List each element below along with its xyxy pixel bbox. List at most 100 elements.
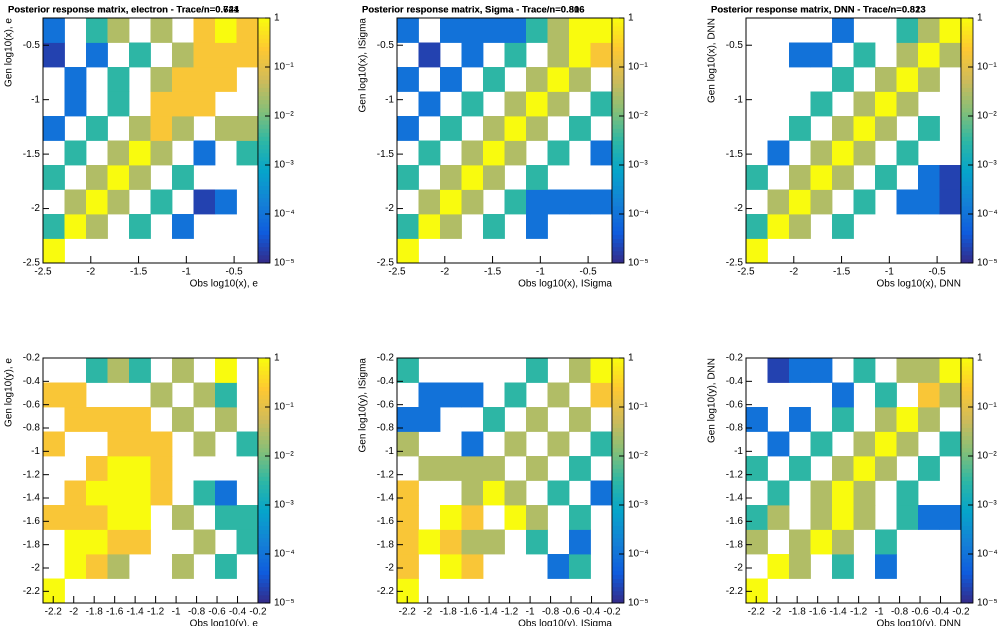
- colorbar-segment: [258, 50, 270, 56]
- colorbar-tick-label: 10⁻¹: [628, 62, 648, 73]
- cell: [789, 358, 811, 383]
- cell: [896, 431, 919, 457]
- colorbar-segment: [612, 358, 624, 363]
- colorbar-tick-label: 10⁻⁴: [274, 209, 295, 220]
- x-tick-label: -2.5: [388, 267, 406, 278]
- colorbar-segment: [612, 562, 624, 567]
- cell: [215, 505, 237, 530]
- cell: [150, 382, 173, 408]
- cell: [853, 480, 876, 506]
- colorbar-segment: [258, 435, 270, 441]
- colorbar-segment: [612, 435, 624, 441]
- colorbar-segment: [961, 456, 973, 461]
- cell: [64, 382, 87, 408]
- y-tick-label: -0.2: [726, 353, 744, 364]
- cell: [853, 456, 876, 481]
- cell: [918, 42, 940, 68]
- colorbar-tick-label: 10⁻¹: [977, 62, 997, 73]
- colorbar-segment: [612, 517, 624, 522]
- colorbar-segment: [258, 34, 270, 39]
- colorbar-segment: [612, 464, 624, 469]
- cell: [746, 165, 768, 190]
- colorbar-segment: [612, 83, 624, 88]
- colorbar-segment: [612, 415, 624, 420]
- cell: [746, 578, 768, 604]
- colorbar-segment: [961, 549, 973, 555]
- colorbar-segment: [612, 246, 624, 252]
- colorbar-segment: [612, 254, 624, 260]
- colorbar-segment: [258, 558, 270, 563]
- colorbar-segment: [961, 378, 973, 383]
- colorbar-segment: [612, 488, 624, 494]
- colorbar-segment: [961, 521, 973, 526]
- colorbar-tick-label: 10⁻⁵: [977, 598, 998, 609]
- cell: [746, 214, 768, 239]
- colorbar-segment: [612, 124, 624, 129]
- cell: [440, 529, 462, 555]
- cell: [215, 358, 237, 383]
- colorbar-segment: [258, 26, 270, 31]
- colorbar-segment: [258, 398, 270, 404]
- y-tick-label: -2.5: [23, 258, 41, 269]
- colorbar-segment: [612, 476, 624, 481]
- cell: [418, 456, 441, 481]
- cell: [236, 505, 259, 530]
- cell: [150, 91, 173, 117]
- colorbar-segment: [961, 103, 973, 109]
- cell: [129, 140, 151, 166]
- cell: [150, 18, 173, 43]
- colorbar-segment: [612, 34, 624, 39]
- y-tick-label: -1.8: [23, 539, 41, 550]
- cell: [483, 165, 505, 190]
- colorbar-segment: [961, 205, 973, 211]
- colorbar-segment: [961, 87, 973, 92]
- cell: [215, 407, 237, 432]
- cell: [172, 91, 194, 117]
- x-tick-label: -1.5: [833, 267, 851, 278]
- cell: [440, 18, 462, 43]
- x-tick-label: -0.2: [952, 607, 970, 618]
- cell: [832, 382, 854, 408]
- colorbar-segment: [258, 521, 270, 526]
- cell: [461, 456, 484, 481]
- colorbar-segment: [612, 505, 624, 510]
- colorbar-segment: [612, 590, 624, 596]
- panel-title: Posterior response matrix, Sigma - Trace…: [362, 5, 585, 16]
- colorbar-segment: [961, 435, 973, 441]
- colorbar-tick-label: 1: [628, 13, 634, 24]
- cell: [440, 382, 462, 408]
- cell: [193, 189, 216, 215]
- colorbar-segment: [258, 42, 270, 48]
- colorbar-segment: [612, 156, 624, 162]
- cell: [789, 116, 811, 141]
- colorbar-segment: [961, 541, 973, 547]
- colorbar-segment: [258, 54, 270, 60]
- y-axis-label: Gen log10(y), DNN: [707, 358, 718, 443]
- colorbar-segment: [961, 594, 973, 600]
- panel: Posterior response matrix, electron - Tr…: [4, 5, 295, 290]
- cell: [43, 505, 65, 530]
- y-tick-label: -1.5: [726, 149, 744, 160]
- colorbar-segment: [258, 83, 270, 88]
- panel-title: Posterior response matrix, DNN - Trace/n…: [711, 5, 926, 16]
- cell: [129, 358, 151, 383]
- cell: [504, 431, 527, 457]
- colorbar-segment: [258, 58, 270, 64]
- cell: [461, 382, 484, 408]
- colorbar-segment: [258, 431, 270, 437]
- cell: [590, 91, 613, 117]
- x-tick-label: -1: [875, 607, 884, 618]
- colorbar-segment: [961, 160, 973, 166]
- colorbar-segment: [258, 222, 270, 227]
- colorbar-segment: [258, 79, 270, 84]
- x-axis-label: Obs log10(x), ISigma: [518, 279, 612, 290]
- cell: [107, 407, 130, 432]
- cell: [129, 431, 151, 457]
- x-tick-label: -2.5: [34, 267, 52, 278]
- panel: Posterior response matrix, Sigma - Trace…: [358, 5, 649, 290]
- colorbar-segment: [612, 537, 624, 543]
- cell: [397, 554, 419, 579]
- colorbar-segment: [612, 136, 624, 141]
- cell: [875, 165, 897, 190]
